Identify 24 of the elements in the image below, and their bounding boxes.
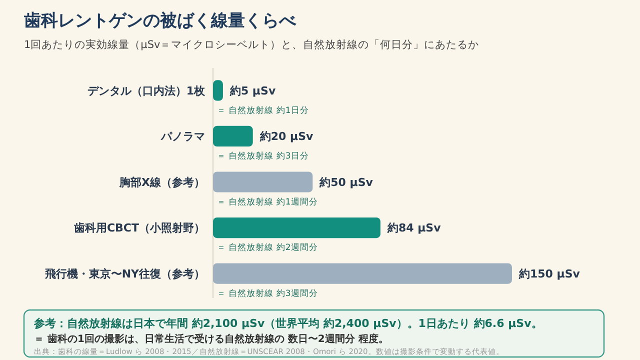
annotation: ＝ 自然放射線 約3週間分 bbox=[217, 288, 318, 299]
data-label: 約50 µSv bbox=[318, 176, 374, 189]
text: ＝ 歯科の1回の撮影は、日常生活で受ける自然放射線の 数日〜2週間分 程度。 bbox=[34, 333, 388, 345]
bar bbox=[213, 80, 223, 101]
bar bbox=[213, 172, 313, 192]
chart-title: 歯科レントゲンの被ばく線量くらべ bbox=[23, 11, 297, 31]
chart-subtitle: 1回あたりの実効線量（µSv＝マイクロシーベルト）と、自然放射線の「何日分」にあたるか bbox=[24, 38, 480, 51]
annotation: ＝ 自然放射線 約1日分 bbox=[217, 104, 309, 116]
data-label: 約20 µSv bbox=[258, 130, 314, 144]
bar bbox=[213, 217, 380, 238]
text: 参考：自然放射線は日本で年間 約2,100 µSv（世界平均 約2,400 µSv）。1日あたり 約6.6 µSv。 bbox=[33, 317, 542, 330]
data-label: 約5 µSv bbox=[228, 84, 276, 98]
y-tick-label: パノラマ bbox=[160, 130, 205, 144]
annotation: ＝ 自然放射線 約2週間分 bbox=[217, 242, 318, 254]
y-tick-label: 歯科用CBCT（小照射野） bbox=[72, 222, 205, 235]
bar bbox=[213, 263, 512, 284]
data-label: 約84 µSv bbox=[386, 222, 442, 235]
annotation: ＝ 自然放射線 約3日分 bbox=[217, 150, 309, 162]
bar bbox=[213, 126, 253, 147]
annotation: ＝ 自然放射線 約1週間分 bbox=[217, 196, 318, 208]
y-tick-label: 飛行機・東京〜NY往復（参考） bbox=[44, 267, 205, 280]
data-label: 約150 µSv bbox=[518, 267, 581, 280]
y-tick-label: デンタル（口内法）1枚 bbox=[87, 84, 206, 98]
y-tick-label: 胸部X線（参考） bbox=[118, 176, 205, 189]
